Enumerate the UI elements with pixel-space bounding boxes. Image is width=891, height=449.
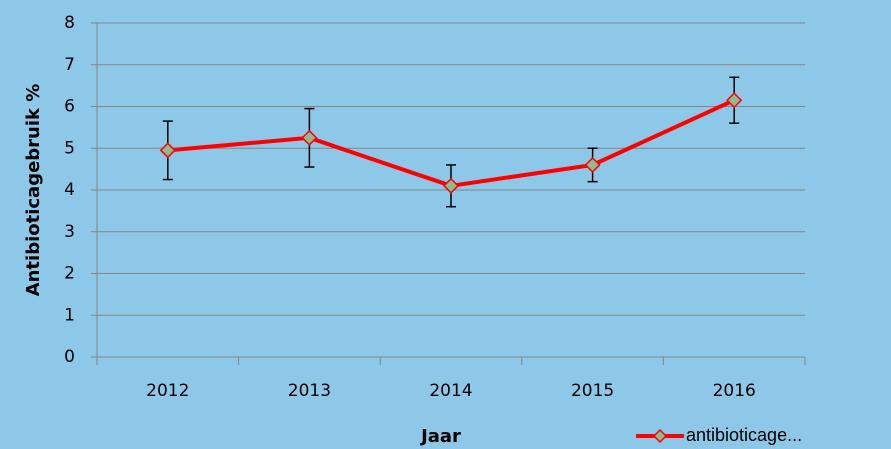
y-tick-label: 2 (64, 264, 75, 284)
x-tick-label: 2013 (288, 381, 331, 401)
marker (301, 129, 318, 146)
y-tick-label: 7 (64, 55, 75, 75)
marker (726, 92, 743, 109)
y-tick-label: 6 (64, 97, 75, 117)
y-tick-label: 1 (64, 305, 75, 325)
marker (584, 156, 601, 174)
x-tick-label: 2016 (713, 381, 756, 401)
legend-label: antibioticage... (686, 425, 802, 445)
y-tick-label: 5 (64, 138, 75, 158)
x-tick-label: 2014 (429, 381, 472, 401)
legend-marker (652, 428, 668, 444)
y-tick-label: 8 (64, 13, 75, 33)
x-axis-label: Jaar (419, 426, 461, 447)
marker (159, 142, 176, 159)
marker (442, 177, 460, 194)
x-tick-label: 2015 (571, 381, 614, 401)
y-tick-label: 0 (64, 347, 75, 367)
y-tick-label: 3 (64, 222, 75, 242)
x-tick-label: 2012 (146, 381, 189, 401)
y-axis-label: Antibioticagebruik % (23, 84, 44, 297)
y-tick-label: 4 (64, 180, 75, 200)
